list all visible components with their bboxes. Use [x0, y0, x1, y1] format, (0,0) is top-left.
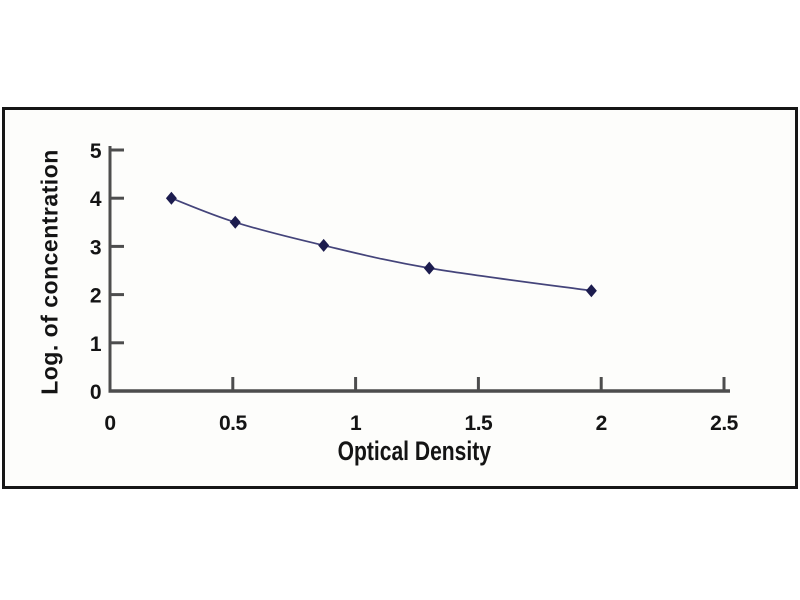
y-axis-title: Log. of concentration — [36, 149, 63, 395]
y-tick-label: 1 — [90, 333, 102, 356]
data-point-marker — [318, 238, 330, 252]
x-tick-label: 0.5 — [219, 412, 248, 435]
x-axis-title-row: Optical Density — [33, 436, 795, 467]
x-tick-label: 1.5 — [465, 412, 494, 435]
data-point-marker — [585, 284, 597, 298]
y-tick-label: 0 — [90, 381, 101, 404]
x-axis-title: Optical Density — [337, 436, 491, 466]
x-tick-label: 0 — [104, 412, 115, 435]
y-tick-label: 5 — [90, 140, 102, 163]
data-point-marker — [423, 261, 435, 275]
x-tick-label: 1 — [350, 412, 362, 435]
y-tick-label: 2 — [90, 285, 101, 308]
x-tick-label: 2 — [596, 412, 607, 435]
y-tick-label: 3 — [90, 236, 101, 259]
data-point-marker — [229, 215, 241, 229]
x-tick-label: 2.5 — [710, 412, 739, 435]
chart-frame: 0 0.5 1 1.5 2 2.5 0 1 2 3 4 5 Log. of concentration… — [2, 107, 798, 489]
y-tick-label: 4 — [90, 188, 102, 211]
data-point-marker — [165, 191, 177, 205]
plot-svg: 0 0.5 1 1.5 2 2.5 0 1 2 3 4 5 — [90, 140, 739, 435]
series-line — [171, 197, 592, 292]
